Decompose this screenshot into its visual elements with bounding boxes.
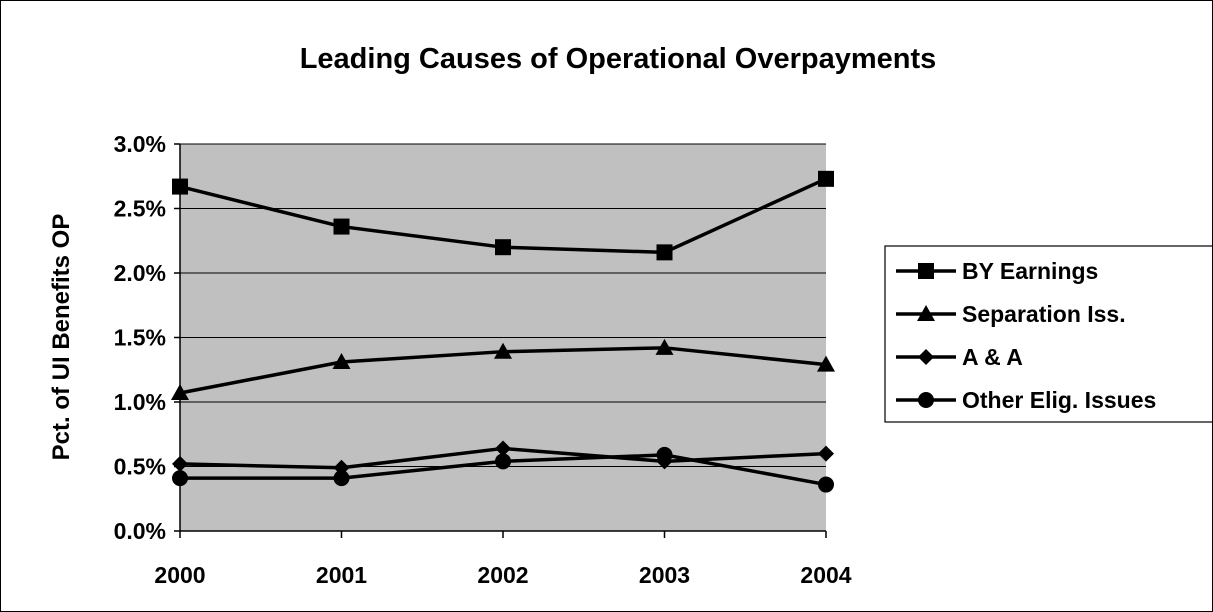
y-tick-label: 1.5% bbox=[114, 325, 166, 351]
legend-item: BY Earnings bbox=[896, 258, 1098, 284]
data-point-square bbox=[333, 218, 350, 235]
data-point-diamond bbox=[495, 440, 511, 457]
legend-marker-square bbox=[918, 263, 934, 279]
data-point-diamond bbox=[818, 445, 834, 462]
x-tick-label: 2002 bbox=[477, 562, 528, 588]
x-tick-label: 2003 bbox=[639, 562, 690, 588]
data-point-diamond bbox=[172, 455, 188, 472]
y-tick-labels: 0.0% 0.5% 1.0% 1.5% 2.0% 2.5% 3.0% bbox=[114, 131, 166, 544]
x-tick-label: 2001 bbox=[316, 562, 367, 588]
legend-label: A & A bbox=[962, 344, 1023, 370]
data-point-circle bbox=[495, 453, 511, 470]
data-point-square bbox=[495, 239, 511, 256]
y-tick-label: 0.5% bbox=[114, 454, 166, 480]
x-tick-labels: 2000 2001 2002 2003 2004 bbox=[154, 562, 851, 588]
data-point-triangle bbox=[655, 338, 674, 355]
x-tick-label: 2004 bbox=[800, 562, 851, 588]
data-point-triangle bbox=[332, 353, 351, 370]
y-tick-label: 1.0% bbox=[114, 389, 166, 415]
data-point-circle bbox=[172, 470, 188, 487]
series-circle bbox=[172, 446, 834, 493]
legend-marker-triangle bbox=[917, 305, 935, 321]
data-point-circle bbox=[656, 446, 673, 463]
legend-label: Separation Iss. bbox=[962, 301, 1126, 327]
data-point-circle bbox=[333, 470, 350, 487]
data-point-square bbox=[172, 178, 188, 195]
data-point-square bbox=[656, 244, 673, 261]
series-square bbox=[172, 170, 834, 261]
data-point-triangle bbox=[494, 342, 512, 359]
data-point-circle bbox=[818, 476, 834, 493]
series-layer bbox=[171, 170, 835, 493]
legend-item: A & A bbox=[896, 344, 1023, 370]
y-tick-label: 3.0% bbox=[114, 131, 166, 157]
data-point-square bbox=[818, 170, 834, 187]
data-point-triangle bbox=[171, 383, 189, 400]
legend-box bbox=[884, 245, 1212, 423]
y-axis-title: Pct. of UI Benefits OP bbox=[48, 214, 75, 461]
legend-marker-diamond bbox=[918, 349, 934, 365]
legend-label: Other Elig. Issues bbox=[962, 387, 1156, 413]
legend-marker-circle bbox=[918, 392, 934, 408]
legend-item: Separation Iss. bbox=[896, 301, 1126, 327]
y-tick-label: 2.0% bbox=[114, 260, 166, 286]
y-tick-label: 0.0% bbox=[114, 518, 166, 544]
legend-label: BY Earnings bbox=[962, 258, 1098, 284]
series-triangle bbox=[171, 338, 835, 400]
data-point-triangle bbox=[817, 355, 835, 372]
legend-item: Other Elig. Issues bbox=[896, 387, 1156, 413]
x-tick-label: 2000 bbox=[154, 562, 205, 588]
chart-title: Leading Causes of Operational Overpaymen… bbox=[300, 43, 937, 75]
legend: BY Earnings Separation Iss. A & A Other Eli… bbox=[884, 245, 1212, 423]
y-tick-label: 2.5% bbox=[114, 196, 166, 222]
